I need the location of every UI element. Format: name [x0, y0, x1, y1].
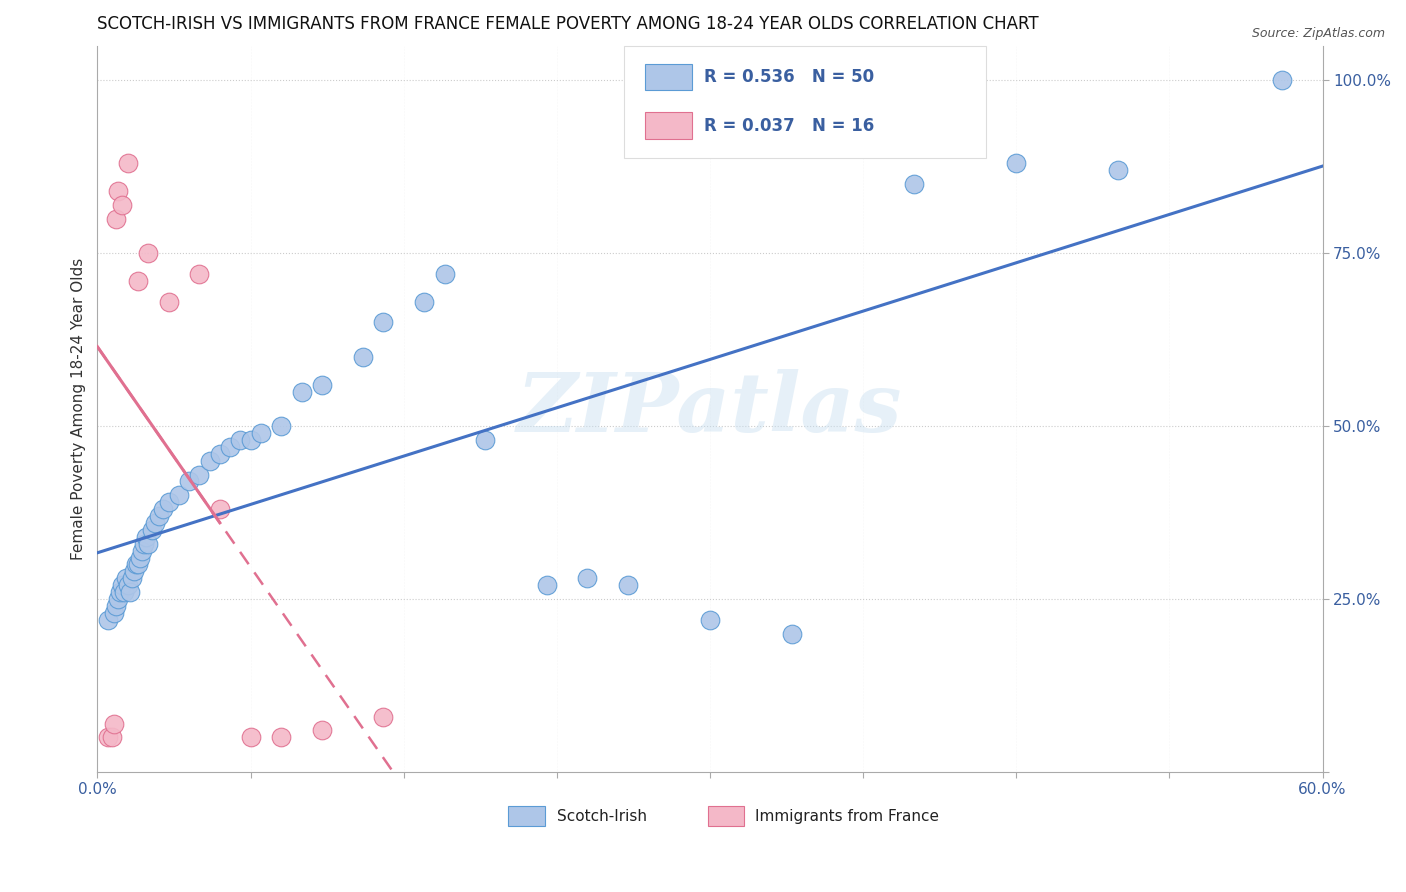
Point — [104, 599, 127, 613]
Point — [121, 571, 143, 585]
Point — [208, 447, 231, 461]
Point — [111, 198, 134, 212]
Point — [157, 294, 180, 309]
Point — [179, 475, 201, 489]
Point — [474, 433, 496, 447]
Point — [270, 731, 292, 745]
Point — [1005, 156, 1028, 170]
Point — [148, 509, 170, 524]
Point — [107, 592, 129, 607]
Point — [433, 267, 456, 281]
Text: Immigrants from France: Immigrants from France — [755, 809, 939, 824]
Point — [112, 585, 135, 599]
Point — [143, 516, 166, 530]
Point — [138, 537, 160, 551]
Point — [97, 613, 120, 627]
Point — [1271, 73, 1294, 87]
Point — [138, 246, 160, 260]
Point — [617, 578, 640, 592]
Point — [125, 558, 148, 572]
Point — [188, 267, 211, 281]
Point — [103, 606, 125, 620]
Point — [373, 709, 395, 723]
Point — [311, 723, 333, 738]
Point — [780, 626, 803, 640]
Point — [117, 578, 139, 592]
Text: SCOTCH-IRISH VS IMMIGRANTS FROM FRANCE FEMALE POVERTY AMONG 18-24 YEAR OLDS CORR: SCOTCH-IRISH VS IMMIGRANTS FROM FRANCE F… — [97, 15, 1039, 33]
Point — [131, 543, 153, 558]
FancyBboxPatch shape — [624, 45, 986, 158]
Point — [373, 315, 395, 329]
Point — [141, 523, 163, 537]
Point — [352, 350, 374, 364]
Text: R = 0.037   N = 16: R = 0.037 N = 16 — [704, 117, 875, 135]
Text: ZIPatlas: ZIPatlas — [517, 368, 903, 449]
FancyBboxPatch shape — [645, 112, 692, 138]
Point — [219, 440, 242, 454]
Point — [536, 578, 558, 592]
FancyBboxPatch shape — [508, 806, 544, 827]
Point — [699, 613, 721, 627]
Point — [107, 184, 129, 198]
Text: Source: ZipAtlas.com: Source: ZipAtlas.com — [1251, 27, 1385, 40]
Point — [100, 731, 122, 745]
Point — [188, 467, 211, 482]
Point — [157, 495, 180, 509]
Point — [103, 716, 125, 731]
Text: R = 0.536   N = 50: R = 0.536 N = 50 — [704, 68, 875, 86]
Point — [239, 731, 262, 745]
Point — [270, 419, 292, 434]
Point — [903, 177, 925, 191]
Point — [118, 585, 141, 599]
Point — [134, 537, 156, 551]
Point — [152, 502, 174, 516]
Text: Scotch-Irish: Scotch-Irish — [557, 809, 647, 824]
Point — [111, 578, 134, 592]
Point — [97, 731, 120, 745]
Point — [127, 274, 149, 288]
Point — [104, 211, 127, 226]
Point — [229, 433, 252, 447]
Point — [208, 502, 231, 516]
Point — [122, 565, 145, 579]
Point — [115, 571, 138, 585]
Point — [129, 550, 152, 565]
Point — [108, 585, 131, 599]
Point — [239, 433, 262, 447]
Point — [117, 156, 139, 170]
Point — [249, 425, 271, 440]
Point — [290, 384, 312, 399]
Y-axis label: Female Poverty Among 18-24 Year Olds: Female Poverty Among 18-24 Year Olds — [72, 258, 86, 560]
Point — [576, 571, 599, 585]
Point — [198, 453, 221, 467]
FancyBboxPatch shape — [707, 806, 744, 827]
FancyBboxPatch shape — [645, 64, 692, 90]
Point — [311, 377, 333, 392]
Point — [413, 294, 436, 309]
Point — [127, 558, 149, 572]
Point — [1107, 163, 1129, 178]
Point — [167, 488, 190, 502]
Point — [135, 530, 157, 544]
